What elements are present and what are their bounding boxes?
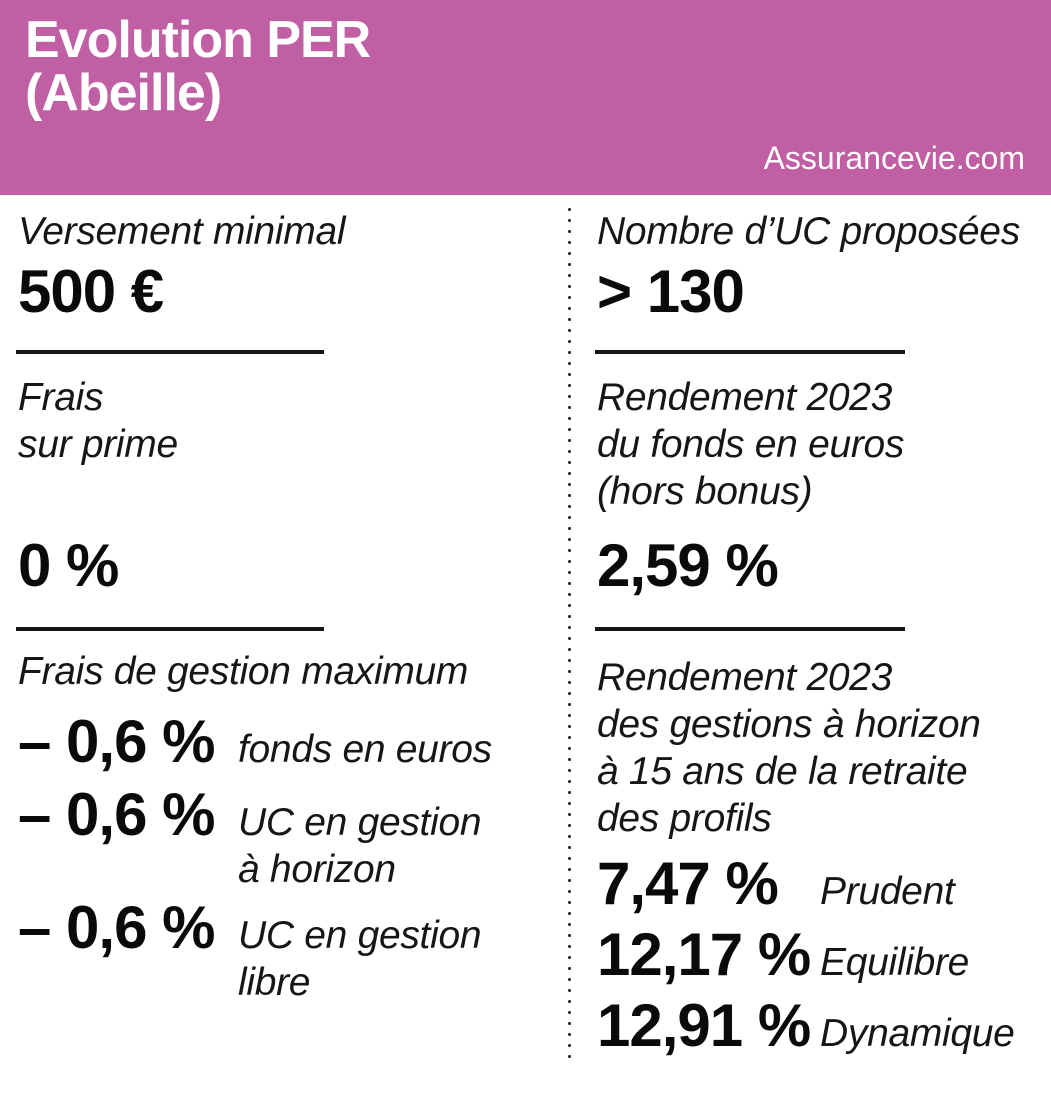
stat-value-frais-sur-prime: 0 % (18, 532, 119, 599)
column-divider (568, 208, 571, 1063)
stat-value-versement-minimal: 500 € (18, 258, 164, 325)
stat-label-frais-sur-prime: Frais sur prime (18, 376, 178, 466)
stat-label-rendement-fonds: Rendement 2023 du fonds en euros (hors b… (597, 376, 905, 513)
fee-value: – 0,6 % (18, 781, 215, 848)
profile-label: Equilibre (820, 941, 970, 984)
profile-label: Prudent (820, 870, 955, 913)
fee-row-uc-libre: – 0,6 % UC en gestion libre (18, 898, 563, 1006)
profile-value: 7,47 % (597, 850, 779, 917)
stat-label-nombre-uc: Nombre d’UC proposées (597, 210, 1020, 253)
stat-label-frais-gestion: Frais de gestion maximum (18, 650, 469, 693)
profile-row-dynamique: 12,91 % Dynamique (597, 996, 1047, 1057)
fee-label: fonds en euros (238, 728, 492, 771)
header-band: Evolution PER (Abeille) Assurancevie.com (0, 0, 1051, 195)
fee-row-fonds-euros: – 0,6 % fonds en euros (18, 712, 563, 773)
separator-rule (16, 350, 324, 354)
stat-value-nombre-uc: > 130 (597, 258, 745, 325)
page-title: Evolution PER (Abeille) (25, 11, 371, 122)
stat-value-rendement-fonds: 2,59 % (597, 532, 779, 599)
profile-value: 12,17 % (597, 921, 811, 988)
profile-row-prudent: 7,47 % Prudent (597, 854, 1047, 915)
fee-value: – 0,6 % (18, 708, 215, 775)
stat-label-versement-minimal: Versement minimal (18, 210, 346, 253)
fee-label: UC en gestion libre (238, 914, 482, 1004)
fee-value: – 0,6 % (18, 894, 215, 961)
profile-row-equilibre: 12,17 % Equilibre (597, 925, 1047, 986)
profile-value: 12,91 % (597, 992, 811, 1059)
fee-label: UC en gestion à horizon (238, 801, 482, 891)
separator-rule (595, 627, 905, 631)
brand-name: Assurancevie.com (763, 140, 1025, 176)
separator-rule (16, 627, 324, 631)
separator-rule (595, 350, 905, 354)
fee-row-uc-horizon: – 0,6 % UC en gestion à horizon (18, 785, 563, 893)
profile-label: Dynamique (820, 1012, 1015, 1055)
stat-label-rendement-gestions: Rendement 2023 des gestions à horizon à … (597, 656, 981, 840)
